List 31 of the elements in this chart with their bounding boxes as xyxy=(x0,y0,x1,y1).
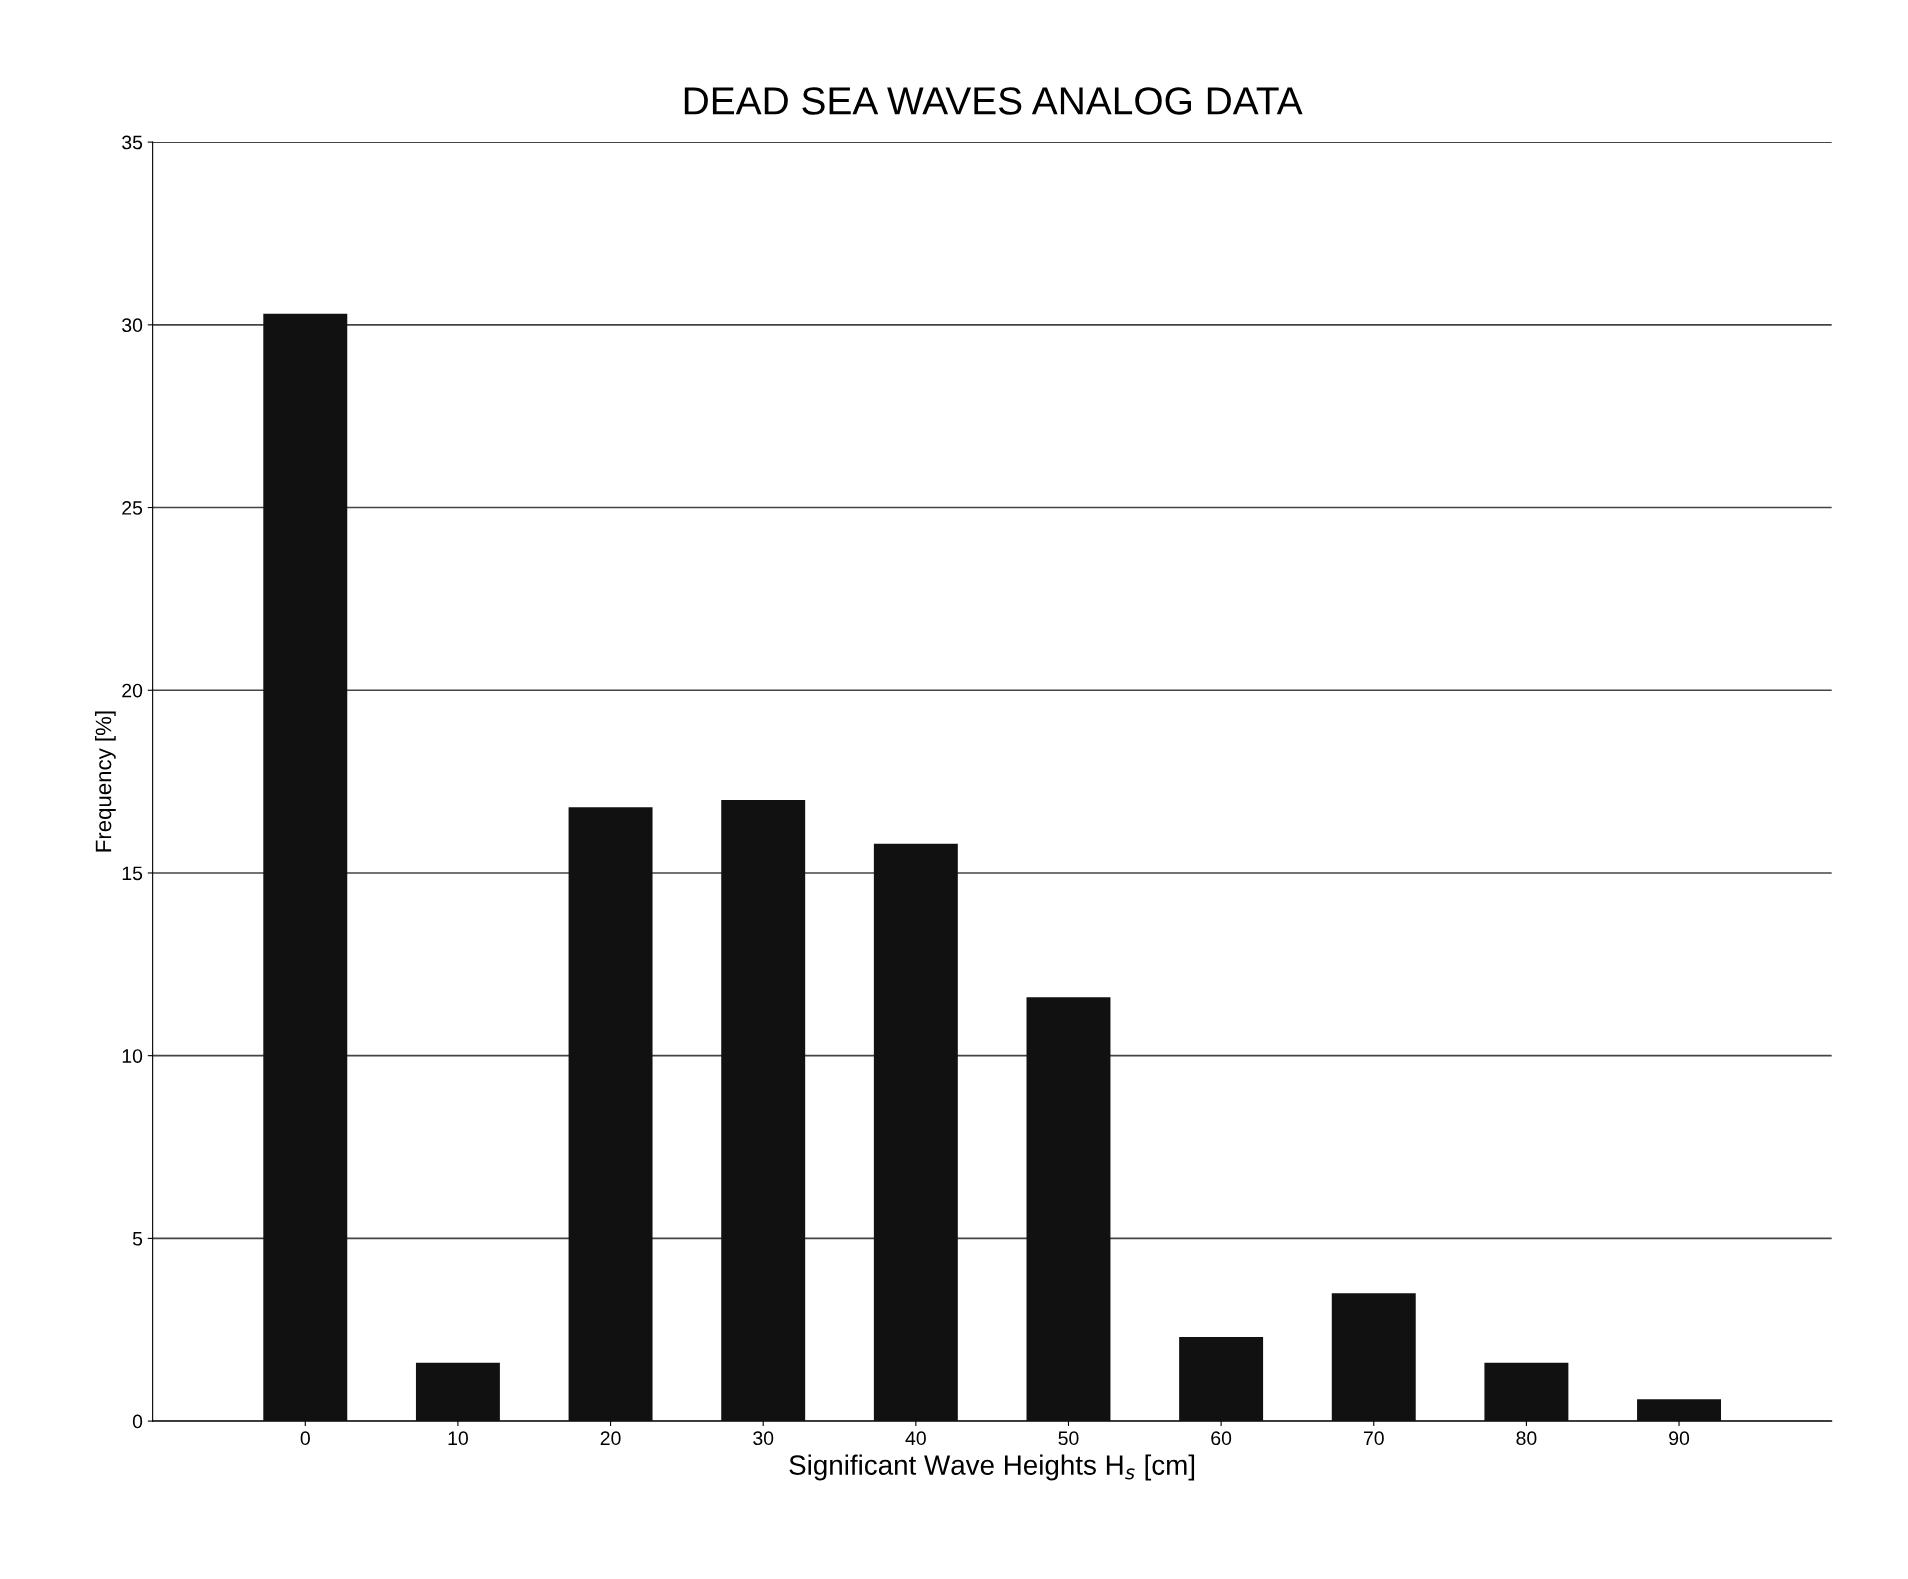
y-tick-label: 0 xyxy=(132,1414,143,1429)
y-tick-label: 30 xyxy=(122,318,143,333)
y-tick-label: 20 xyxy=(122,683,143,698)
x-tick-label: 0 xyxy=(300,1431,310,1446)
x-axis-title: Significant Wave Heights H$_{s}$ [cm] xyxy=(789,1454,1195,1481)
x-tick-label: 50 xyxy=(1058,1431,1079,1446)
chart-title: DEAD SEA WAVES ANALOG DATA xyxy=(684,87,1303,115)
bar xyxy=(415,1362,500,1422)
x-tick-label: 40 xyxy=(905,1431,926,1446)
x-tick-label: 80 xyxy=(1516,1431,1537,1446)
bar xyxy=(1331,1293,1416,1422)
y-tick-label: 10 xyxy=(122,1049,143,1063)
bar xyxy=(568,807,653,1422)
x-tick-label: 60 xyxy=(1211,1431,1232,1446)
bar xyxy=(1026,997,1111,1422)
y-axis-title: Frequency [%] xyxy=(95,711,116,852)
x-tick-label: 70 xyxy=(1363,1431,1384,1446)
y-tick-label: 25 xyxy=(122,501,143,515)
y-tick-label: 5 xyxy=(132,1232,143,1246)
x-tick-label: 30 xyxy=(753,1431,774,1446)
bar xyxy=(1484,1362,1569,1422)
bar xyxy=(721,799,806,1422)
y-tick-label: 15 xyxy=(122,866,143,881)
bar xyxy=(873,843,958,1422)
x-tick-label: 10 xyxy=(448,1431,468,1446)
x-tick-label: 20 xyxy=(600,1431,621,1446)
bar xyxy=(1637,1399,1722,1422)
bar xyxy=(1179,1337,1264,1422)
x-tick-label: 90 xyxy=(1669,1431,1690,1446)
y-tick-label: 35 xyxy=(122,135,143,150)
bar xyxy=(263,313,348,1422)
